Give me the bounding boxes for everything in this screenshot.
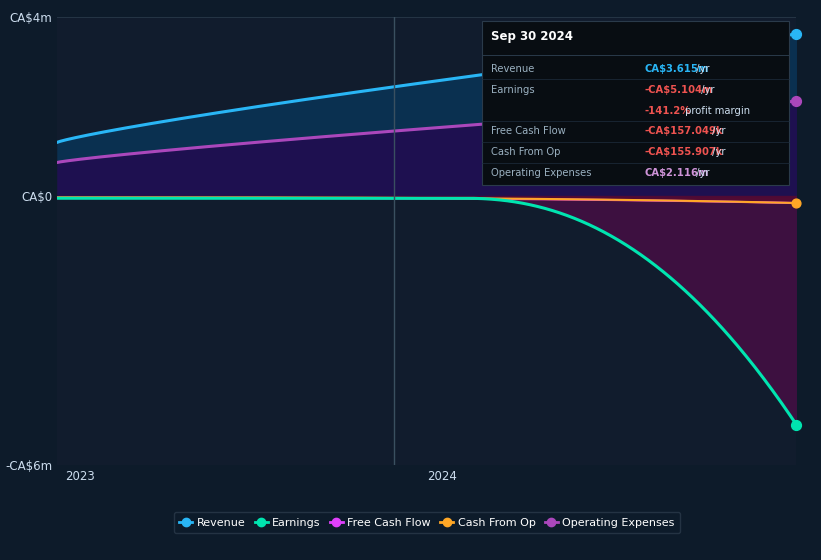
Text: -CA$157.049k: -CA$157.049k — [645, 127, 723, 137]
Legend: Revenue, Earnings, Free Cash Flow, Cash From Op, Operating Expenses: Revenue, Earnings, Free Cash Flow, Cash … — [173, 512, 681, 533]
Text: /yr: /yr — [709, 147, 725, 157]
Text: /yr: /yr — [698, 85, 714, 95]
Text: Sep 30 2024: Sep 30 2024 — [491, 30, 573, 43]
Text: CA$2.116m: CA$2.116m — [645, 169, 709, 178]
Text: /yr: /yr — [693, 169, 709, 178]
Text: Free Cash Flow: Free Cash Flow — [491, 127, 566, 137]
Text: /yr: /yr — [693, 64, 709, 74]
Text: Earnings: Earnings — [491, 85, 534, 95]
Point — [790, 420, 803, 429]
Text: Revenue: Revenue — [491, 64, 534, 74]
Text: -CA$5.104m: -CA$5.104m — [645, 85, 713, 95]
Text: /yr: /yr — [709, 127, 725, 137]
Text: CA$3.615m: CA$3.615m — [645, 64, 709, 74]
Point — [790, 30, 803, 39]
Text: profit margin: profit margin — [682, 106, 750, 115]
FancyBboxPatch shape — [483, 21, 789, 185]
Text: Cash From Op: Cash From Op — [491, 147, 561, 157]
Text: -CA$155.907k: -CA$155.907k — [645, 147, 723, 157]
Point — [790, 198, 803, 207]
Point — [790, 97, 803, 106]
Text: -141.2%: -141.2% — [645, 106, 691, 115]
Text: Operating Expenses: Operating Expenses — [491, 169, 592, 178]
